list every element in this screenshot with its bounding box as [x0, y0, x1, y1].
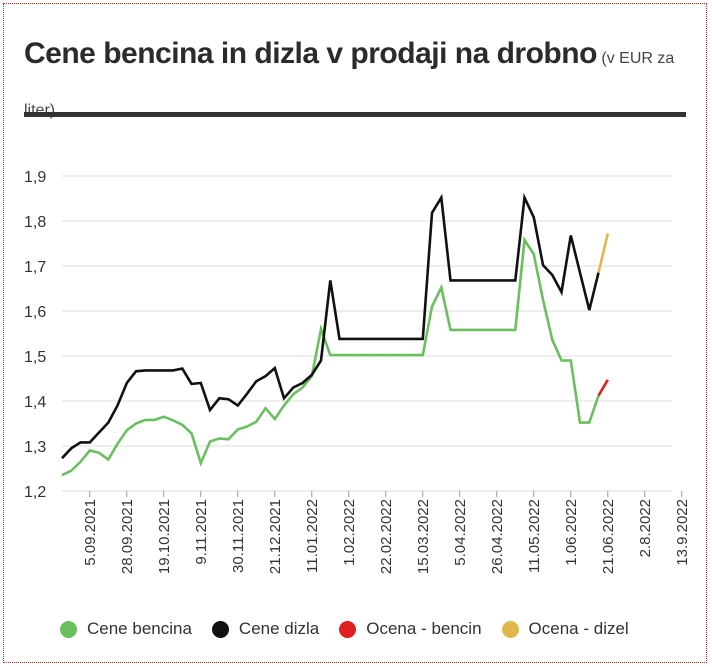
legend-swatch	[211, 620, 229, 638]
series-line-ocena-dizel	[597, 233, 610, 274]
legend-label: Cene bencina	[87, 619, 192, 638]
x-tick-label: 1.02.2022	[341, 499, 358, 566]
chart-title: Cene bencina in dizla v prodaji na drobn…	[24, 37, 597, 70]
x-tick-label: 5.04.2022	[452, 499, 469, 566]
legend: Cene bencina Cene dizla Ocena - bencin Ocen…	[60, 619, 680, 639]
x-tick-label: 1.06.2022	[563, 499, 580, 566]
x-tick-label: 13.9.2022	[674, 499, 691, 566]
x-tick-label: 26.04.2022	[489, 499, 506, 574]
x-tick-label: 21.06.2022	[600, 499, 617, 574]
legend-swatch	[60, 620, 77, 638]
legend-label: Ocena - dizel	[528, 619, 629, 638]
legend-swatch	[339, 620, 357, 638]
x-tick-label: 15.03.2022	[415, 499, 432, 574]
y-tick-label: 1,3	[24, 439, 46, 456]
legend-item: Ocena - bencin	[339, 619, 482, 639]
legend-item: Ocena - dizel	[501, 619, 629, 639]
title-divider	[24, 112, 686, 117]
legend-item: Cene dizla	[211, 619, 320, 639]
x-tick-label: 22.02.2022	[378, 499, 395, 574]
y-tick-label: 1,5	[24, 349, 46, 366]
x-tick-label: 28.09.2021	[119, 499, 136, 574]
x-tick-label: 11.01.2022	[304, 499, 321, 573]
x-tick-label: 21.12.2021	[267, 499, 284, 574]
y-tick-label: 1,2	[24, 484, 46, 501]
line-chart: 1,2 1,3 1,4 1,5 1,6 1,7 1,8 1,9 5.09.2021 28.09.2…	[24, 169, 712, 574]
x-tick-label: 2.8.2022	[637, 499, 654, 557]
y-tick-label: 1,9	[24, 169, 46, 186]
y-tick-label: 1,4	[24, 394, 46, 411]
y-tick-label: 1,7	[24, 259, 46, 276]
y-tick-label: 1,8	[24, 214, 46, 231]
x-tick-label: 19.10.2021	[156, 499, 173, 574]
x-tick-label: 5.09.2021	[82, 499, 99, 566]
series-line-cene-bencina	[61, 236, 600, 477]
x-tick-label: 11.05.2022	[526, 499, 543, 573]
legend-swatch	[501, 620, 519, 638]
series-line-cene-dizla	[61, 192, 600, 460]
legend-label: Ocena - bencin	[366, 619, 482, 638]
x-tick-label: 9.11.2021	[193, 499, 210, 565]
legend-label: Cene dizla	[238, 619, 320, 638]
x-tick-label: 30.11.2021	[230, 499, 247, 573]
series-line-ocena-bencin	[597, 379, 609, 397]
legend-item: Cene bencina	[60, 619, 192, 639]
y-tick-label: 1,6	[24, 304, 46, 321]
x-tick-label: 25.10.2022	[711, 499, 712, 574]
